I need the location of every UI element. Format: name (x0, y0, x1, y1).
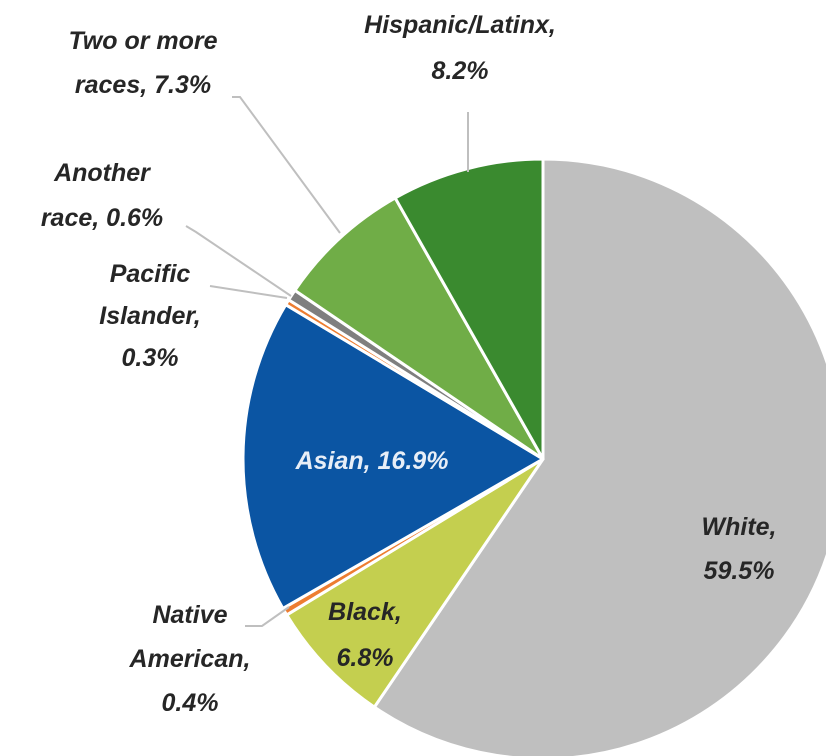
data-label-line: Hispanic/Latinx, (364, 11, 556, 39)
data-label-line: White, (702, 513, 777, 541)
pie-slice-two-or-more-races (293, 196, 545, 461)
data-label-line: American, (129, 645, 251, 673)
data-label-line: Another (53, 159, 151, 187)
leader-native (245, 606, 290, 627)
data-label-line: Two or more (68, 27, 217, 55)
data-label-line: Islander, (99, 302, 200, 330)
leader-two-more (232, 96, 341, 234)
pie-slices (241, 157, 826, 756)
data-label-line: races, 7.3% (75, 71, 211, 99)
data-label-native: Native American, 0.4% (129, 601, 251, 717)
data-label-line: 59.5% (704, 557, 775, 585)
data-label-black: Black, 6.8% (328, 598, 402, 672)
data-label-line: 6.8% (337, 644, 394, 672)
data-label-line: Native (152, 601, 227, 629)
pie-slice-black (285, 457, 545, 709)
data-label-hispanic: Hispanic/Latinx, 8.2% (364, 11, 556, 85)
data-label-line: 8.2% (432, 57, 489, 85)
pie-slice-asian (241, 303, 545, 610)
slice-labels: White, 59.5% Black, 6.8% Native American, 0.4%… (41, 11, 777, 717)
leader-lines (185, 96, 469, 627)
data-label-line: 0.4% (162, 689, 219, 717)
data-label-line: Pacific (110, 260, 191, 288)
data-label-another: Another race, 0.6% (41, 159, 163, 232)
pie-slice-white (372, 157, 826, 756)
pie-slice-hispanic-latinx (393, 157, 545, 461)
data-label-line: Asian, 16.9% (295, 447, 449, 475)
data-label-asian: Asian, 16.9% (295, 447, 449, 475)
data-label-line: Black, (328, 598, 402, 626)
data-label-white: White, 59.5% (702, 513, 777, 585)
data-label-line: 0.3% (122, 344, 179, 372)
leader-pacific (209, 285, 288, 299)
leader-another (185, 225, 292, 297)
data-label-line: race, 0.6% (41, 204, 163, 232)
data-label-two-more: Two or more races, 7.3% (68, 27, 217, 99)
data-label-pacific: Pacific Islander, 0.3% (99, 260, 200, 372)
